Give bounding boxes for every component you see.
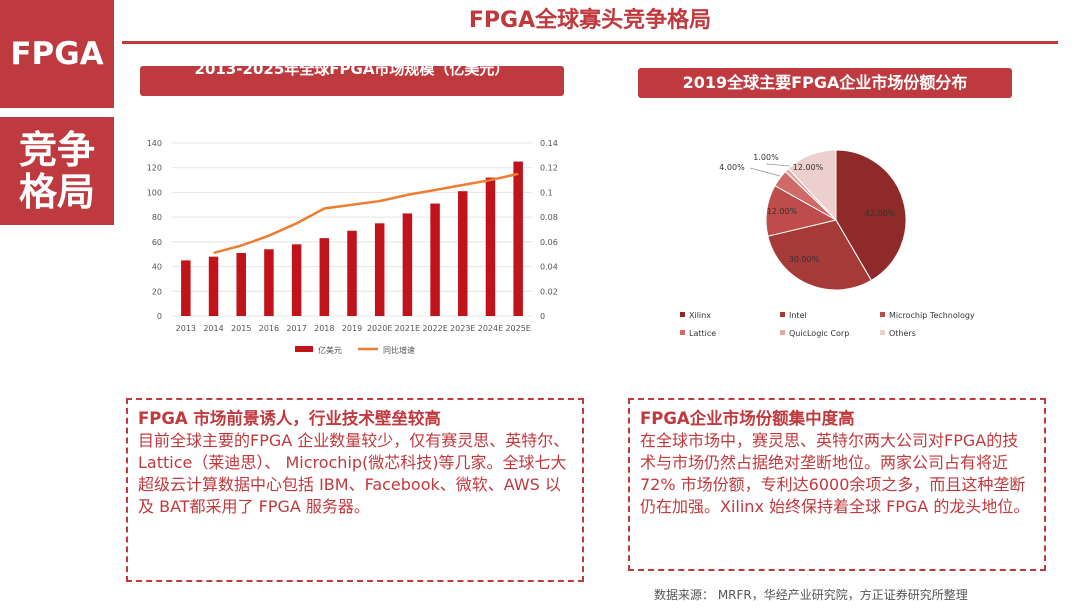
- legend-swatch: [880, 330, 885, 335]
- y-tick-label: 20: [152, 287, 162, 296]
- x-tick-label: 2023E: [450, 324, 475, 333]
- market-outlook-box: FPGA 市场前景诱人，行业技术壁垒较高 目前全球主要的FPGA 企业数量较少，…: [126, 398, 584, 582]
- bar: [513, 161, 523, 316]
- pie-slice: [787, 149, 837, 222]
- x-tick-label: 2024E: [478, 324, 503, 333]
- y2-tick-label: 0.12: [540, 164, 558, 173]
- legend-swatch: [780, 330, 785, 335]
- market-share-pie-chart: 42.00% 30.00% 12.00% 4.00% 1.00% 12.00% Xilinx…: [680, 149, 975, 338]
- x-tick-label: 2019: [342, 324, 362, 333]
- y-tick-label: 60: [152, 238, 162, 247]
- pie-value-label: 30.00%: [789, 255, 820, 264]
- x-tick-label: 2025E: [505, 324, 530, 333]
- legend-label: QuicLogic Corp: [789, 329, 849, 338]
- bar: [374, 223, 385, 316]
- pie-value-label: 42.00%: [865, 209, 896, 218]
- data-source-note: 数据来源： MRFR，华经产业研究院，方正证券研究所整理: [654, 588, 968, 602]
- legend-swatch: [780, 312, 785, 317]
- y-tick-label: 0: [157, 312, 162, 321]
- legend-swatch-bars: [295, 346, 313, 352]
- share-concentration-text: 在全球市场中，赛灵思、英特尔两大公司对FPGA的技术与市场仍然占据绝对垄断地位。…: [640, 431, 1030, 516]
- y2-tick-label: 0.08: [540, 213, 558, 222]
- y-tick-label: 80: [152, 213, 162, 222]
- legend-label: Xilinx: [689, 311, 711, 320]
- y2-tick-label: 0.14: [540, 139, 558, 148]
- left-chart-title-text: 2013-2025年全球FPGA市场规模（亿美元）: [194, 66, 510, 78]
- legend-swatch: [680, 330, 685, 335]
- bar: [264, 249, 274, 316]
- page-title: FPGA全球寡头竞争格局: [468, 8, 712, 33]
- bar: [208, 256, 219, 316]
- y-tick-label: 140: [147, 139, 162, 148]
- bar: [236, 252, 246, 316]
- bar: [291, 244, 302, 316]
- share-concentration-box: FPGA企业市场份额集中度高 在全球市场中，赛灵思、英特尔两大公司对FPGA的技…: [628, 398, 1046, 571]
- bar: [402, 213, 413, 316]
- x-tick-label: 2013: [176, 324, 196, 333]
- section-tag: FPGA: [0, 0, 114, 108]
- leader-line: [765, 163, 791, 167]
- legend-label: Intel: [789, 311, 807, 320]
- bar: [458, 191, 468, 316]
- pie-slice: [835, 149, 907, 282]
- section-label-line1: 竞争: [18, 128, 95, 172]
- right-chart-title: 2019全球主要FPGA企业市场份额分布: [638, 68, 1012, 98]
- legend-label: Others: [889, 329, 916, 338]
- share-concentration-heading: FPGA企业市场份额集中度高: [640, 409, 855, 428]
- legend-label: Lattice: [689, 329, 716, 338]
- bar: [319, 238, 330, 316]
- y2-tick-label: 0.1: [540, 188, 553, 197]
- legend-swatch: [680, 312, 685, 317]
- pie-value-label: 12.00%: [767, 207, 798, 216]
- section-label: 竞争 格局: [0, 117, 114, 225]
- growth-rate-line: [213, 172, 519, 255]
- y2-tick-label: 0.04: [540, 263, 558, 272]
- legend-swatch: [880, 312, 885, 317]
- title-divider: [122, 41, 1058, 44]
- bar: [430, 203, 440, 316]
- pie-value-label: 1.00%: [753, 153, 779, 162]
- x-tick-label: 2021E: [395, 324, 420, 333]
- bar: [181, 260, 191, 316]
- pie-value-label: 4.00%: [719, 163, 745, 172]
- market-outlook-heading: FPGA 市场前景诱人，行业技术壁垒较高: [138, 409, 441, 428]
- market-outlook-text: 目前全球主要的FPGA 企业数量较少，仅有赛灵思、英特尔、Lattice（莱迪思…: [138, 431, 570, 516]
- x-tick-label: 2014: [203, 324, 223, 333]
- legend-label-line: 同比增速: [383, 345, 415, 355]
- bar: [485, 177, 496, 316]
- bar: [347, 230, 357, 316]
- legend-label-bars: 亿美元: [318, 345, 342, 355]
- left-chart-title: 2013-2025年全球FPGA市场规模（亿美元）: [140, 66, 564, 96]
- x-tick-label: 2022E: [422, 324, 447, 333]
- y2-tick-label: 0.02: [540, 287, 558, 296]
- pie-slice: [767, 219, 872, 291]
- x-tick-label: 2018: [314, 324, 334, 333]
- y2-tick-label: 0: [540, 312, 545, 321]
- x-tick-label: 2020E: [367, 324, 392, 333]
- leader-line: [749, 167, 781, 177]
- y2-tick-label: 0.06: [540, 238, 558, 247]
- pie-value-label: 12.00%: [793, 163, 824, 172]
- y-tick-label: 120: [147, 164, 162, 173]
- legend-label: Microchip Technology: [889, 311, 975, 320]
- section-label-line2: 格局: [18, 170, 95, 214]
- x-tick-label: 2017: [286, 324, 306, 333]
- x-tick-label: 2016: [259, 324, 279, 333]
- y-tick-label: 100: [147, 188, 162, 197]
- x-tick-label: 2015: [231, 324, 251, 333]
- market-size-chart: 0 20 40 60 80 100 120 140 0 0.02 0.04 0.06 0.08 0.1 0.…: [147, 139, 558, 355]
- y-tick-label: 40: [152, 263, 162, 272]
